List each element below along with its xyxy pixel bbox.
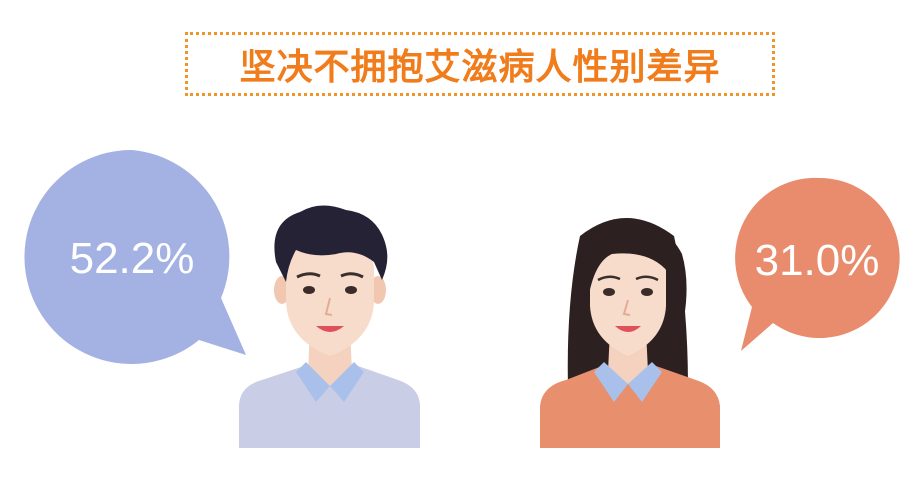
male-bubble-shape — [24, 149, 247, 364]
female-eye-left — [603, 288, 615, 296]
male-avatar — [239, 205, 420, 448]
male-nose — [324, 297, 333, 316]
male-hair — [274, 205, 388, 282]
female-collar-left — [594, 362, 628, 402]
male-eye-left — [303, 286, 315, 294]
male-collar-left — [296, 362, 330, 402]
male-mouth — [316, 326, 344, 332]
female-bubble-shape — [735, 177, 900, 351]
title-box: 坚决不拥抱艾滋病人性别差异 — [185, 32, 775, 96]
male-eye-right — [345, 286, 357, 294]
male-eyebrow-right — [340, 272, 364, 279]
female-avatar — [540, 218, 720, 448]
male-shirt — [239, 366, 420, 448]
female-hair-front — [575, 221, 687, 318]
chart-title: 坚决不拥抱艾滋病人性别差异 — [239, 47, 721, 88]
female-collar-right — [628, 362, 662, 402]
female-percent-label: 31.0% — [755, 236, 880, 285]
female-eyebrow-right — [635, 275, 659, 282]
female-nose — [622, 299, 631, 316]
female-eye-right — [641, 288, 653, 296]
male-percent-label: 52.2% — [70, 234, 195, 283]
female-bubble: 31.0% — [735, 177, 900, 351]
female-eyebrow-left — [597, 275, 621, 282]
male-eyebrow-left — [296, 272, 321, 279]
male-collar-right — [330, 362, 364, 402]
female-shirt — [540, 366, 720, 448]
male-bubble: 52.2% — [24, 149, 247, 364]
female-mouth — [615, 326, 641, 332]
